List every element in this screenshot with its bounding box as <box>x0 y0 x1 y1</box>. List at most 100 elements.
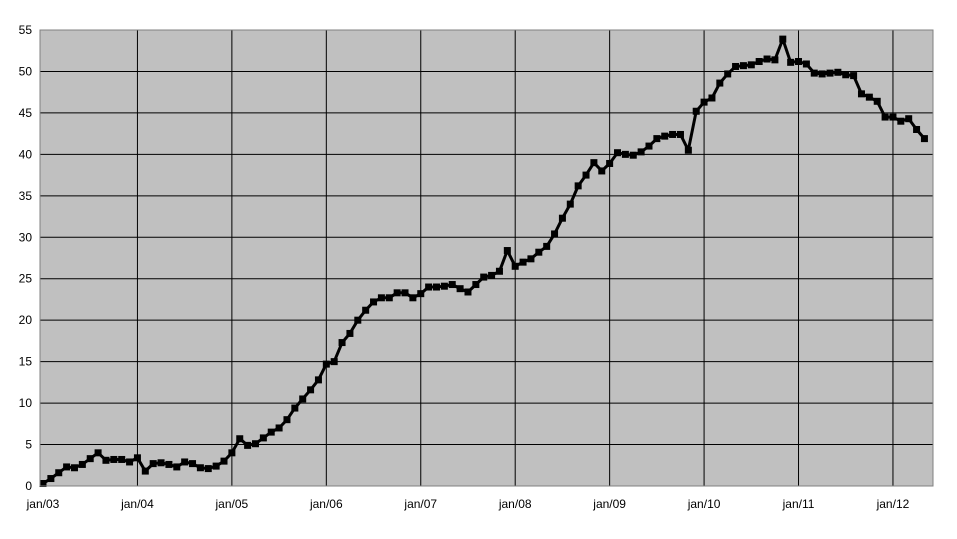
data-point <box>614 149 622 157</box>
data-point <box>684 146 692 154</box>
data-point <box>133 454 141 462</box>
data-point <box>676 130 684 138</box>
data-point <box>401 289 409 297</box>
data-point <box>692 107 700 115</box>
data-point <box>291 404 299 412</box>
data-point <box>558 214 566 222</box>
data-point <box>39 480 47 488</box>
x-tick-label: jan/05 <box>215 497 249 511</box>
data-point <box>102 456 110 464</box>
data-point <box>314 376 322 384</box>
data-point <box>448 281 456 289</box>
data-point <box>574 182 582 190</box>
data-point <box>661 132 669 140</box>
data-point <box>582 171 590 179</box>
data-point <box>913 125 921 133</box>
x-tick-label: jan/11 <box>782 497 815 511</box>
data-point <box>669 130 677 138</box>
x-tick-label: jan/08 <box>498 497 532 511</box>
data-point <box>834 68 842 76</box>
y-tick-label: 10 <box>19 396 33 410</box>
data-point <box>857 90 865 98</box>
x-tick-label: jan/07 <box>403 497 437 511</box>
data-point <box>63 463 71 471</box>
data-point <box>189 460 197 468</box>
data-point <box>456 285 464 293</box>
data-point <box>196 464 204 472</box>
data-point <box>905 115 913 123</box>
data-point <box>149 460 157 468</box>
data-point <box>385 294 393 302</box>
data-point <box>787 58 795 66</box>
data-point <box>275 424 283 432</box>
data-point <box>653 135 661 143</box>
data-point <box>354 316 362 324</box>
data-point <box>763 55 771 63</box>
data-point <box>795 58 803 66</box>
data-point <box>826 69 834 77</box>
x-axis-tick-labels: jan/03 jan/04 jan/05 jan/06 jan/07 jan/08 jan/… <box>26 497 910 511</box>
y-tick-label: 30 <box>19 230 33 244</box>
y-axis-tick-labels: 0 5 10 15 20 25 30 35 40 45 50 55 <box>19 23 33 493</box>
data-point <box>433 283 440 291</box>
data-point <box>897 117 905 125</box>
data-point <box>362 306 370 314</box>
data-point <box>637 148 645 156</box>
data-point <box>629 151 637 159</box>
data-point <box>700 98 708 106</box>
data-point <box>322 360 330 368</box>
y-tick-label: 25 <box>19 272 33 286</box>
data-point <box>338 339 346 347</box>
data-point <box>330 358 338 366</box>
x-tick-label: jan/03 <box>26 497 60 511</box>
data-point <box>606 159 614 167</box>
data-point <box>267 428 275 436</box>
data-point <box>425 283 433 291</box>
x-tick-label: jan/09 <box>592 497 626 511</box>
data-point <box>307 386 315 394</box>
data-point <box>865 93 873 101</box>
data-point <box>126 458 134 466</box>
data-point <box>393 289 401 297</box>
series-markers <box>39 35 928 488</box>
data-point <box>110 455 118 463</box>
data-point <box>70 464 78 472</box>
data-point <box>850 72 858 80</box>
data-point <box>543 242 551 250</box>
data-point <box>157 459 165 467</box>
data-point <box>645 142 653 150</box>
data-point <box>527 255 535 263</box>
data-point <box>78 460 86 468</box>
data-point <box>244 441 252 449</box>
data-point <box>480 273 488 281</box>
data-point <box>810 69 818 77</box>
data-point <box>464 288 472 296</box>
plot-border <box>39 29 934 487</box>
y-tick-label: 20 <box>19 313 33 327</box>
data-point <box>590 159 598 167</box>
data-point <box>732 62 740 70</box>
data-point <box>47 475 55 483</box>
x-gridlines <box>136 30 894 486</box>
data-point <box>755 58 763 66</box>
data-point <box>873 97 881 105</box>
data-point <box>55 469 63 477</box>
data-point <box>346 329 354 337</box>
data-point <box>551 230 559 238</box>
data-point <box>283 416 291 424</box>
data-point <box>747 61 755 69</box>
data-point <box>495 267 503 275</box>
data-point <box>251 440 259 448</box>
data-point <box>881 113 889 121</box>
data-point <box>417 290 425 298</box>
data-point <box>818 70 826 78</box>
data-point <box>920 135 928 143</box>
data-point <box>488 271 496 279</box>
data-point <box>228 449 236 457</box>
data-point <box>409 294 417 302</box>
data-point <box>503 247 511 255</box>
data-point <box>802 60 810 68</box>
data-point <box>511 262 519 270</box>
data-point <box>771 56 779 64</box>
